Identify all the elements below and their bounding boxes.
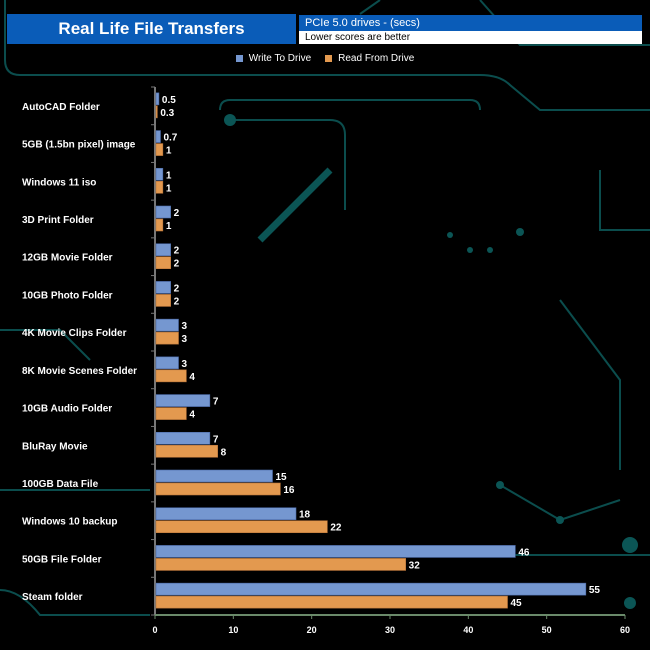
legend-item-write: Write To Drive	[235, 53, 312, 64]
data-label: 7	[213, 397, 219, 408]
category-label: 50GB File Folder	[22, 554, 102, 565]
bar-read	[155, 444, 218, 458]
category-label: 100GB Data File	[22, 479, 99, 490]
category-label: Windows 10 backup	[22, 517, 117, 528]
category-label: 3D Print Folder	[22, 215, 94, 226]
category-label: Steam folder	[22, 592, 83, 603]
chart-note: Lower scores are better	[299, 31, 642, 44]
category-label: BluRay Movie	[22, 441, 88, 452]
bar-write	[155, 356, 179, 370]
bar-read	[155, 520, 328, 534]
bar-write	[155, 582, 587, 596]
category-label: 10GB Photo Folder	[22, 290, 113, 301]
data-label: 2	[174, 208, 180, 219]
category-label: AutoCAD Folder	[22, 102, 100, 113]
data-label: 46	[518, 547, 530, 558]
x-tick-label: 0	[152, 625, 157, 635]
x-tick-label: 30	[385, 625, 395, 635]
bar-read	[155, 407, 187, 420]
bar-write	[155, 243, 171, 257]
data-label: 1	[166, 221, 172, 232]
x-tick-label: 60	[620, 625, 630, 635]
category-label: Windows 11 iso	[22, 177, 96, 188]
data-label: 2	[174, 283, 180, 294]
category-label: 4K Movie Clips Folder	[22, 328, 127, 339]
legend-label-read: Read From Drive	[338, 53, 415, 64]
data-label: 3	[182, 321, 188, 332]
x-tick-label: 10	[228, 625, 238, 635]
bar-write	[155, 545, 516, 558]
data-label: 1	[166, 170, 172, 181]
data-label: 55	[589, 585, 601, 596]
data-label: 2	[174, 246, 180, 257]
category-label: 12GB Movie Folder	[22, 253, 113, 264]
bar-read	[155, 218, 164, 232]
bar-read	[155, 180, 164, 194]
data-label: 0.5	[162, 95, 176, 106]
x-tick-label: 40	[463, 625, 473, 635]
data-label: 16	[283, 485, 295, 496]
data-label: 15	[276, 472, 288, 483]
bar-read	[155, 482, 281, 496]
x-tick-label: 20	[307, 625, 317, 635]
bar-write	[155, 507, 297, 521]
bar-write	[155, 394, 211, 407]
bar-read	[155, 143, 164, 156]
data-label: 3	[182, 359, 188, 370]
bar-write	[155, 92, 160, 106]
bar-read	[155, 369, 187, 383]
bar-write	[155, 130, 161, 143]
bar-read	[155, 331, 179, 345]
bar-read	[155, 256, 171, 270]
category-label: 10GB Audio Folder	[22, 404, 112, 415]
legend: Write To Drive Read From Drive	[0, 53, 650, 64]
data-label: 1	[166, 146, 172, 157]
x-tick-label: 50	[542, 625, 552, 635]
data-label: 22	[330, 523, 342, 534]
bar-read	[155, 558, 406, 571]
data-label: 4	[189, 410, 195, 421]
bar-write	[155, 281, 171, 294]
data-label: 7	[213, 434, 219, 445]
data-label: 45	[511, 598, 523, 609]
legend-item-read: Read From Drive	[325, 53, 414, 64]
legend-swatch-read	[325, 54, 333, 62]
bar-write	[155, 205, 171, 219]
chart-title: Real Life File Transfers	[7, 14, 296, 44]
data-label: 18	[299, 510, 311, 521]
category-label: 5GB (1.5bn pixel) image	[22, 140, 136, 151]
data-label: 2	[174, 296, 180, 307]
category-label: 8K Movie Scenes Folder	[22, 366, 137, 377]
data-label: 3	[182, 334, 188, 345]
data-label: 1	[166, 183, 172, 194]
bar-read	[155, 105, 158, 119]
data-label: 0.3	[160, 108, 174, 119]
data-label: 8	[221, 447, 227, 458]
chart-subtitle: PCIe 5.0 drives - (secs)	[299, 15, 642, 31]
bar-write	[155, 431, 211, 445]
bar-read	[155, 595, 508, 609]
data-label: 32	[409, 560, 421, 571]
bar-write	[155, 167, 164, 181]
bar-write	[155, 318, 179, 332]
data-label: 2	[174, 259, 180, 270]
bar-read	[155, 294, 171, 307]
data-label: 4	[189, 372, 195, 383]
data-label: 0.7	[163, 133, 177, 144]
legend-label-write: Write To Drive	[248, 53, 312, 64]
bar-write	[155, 469, 273, 483]
legend-swatch-write	[235, 54, 243, 62]
